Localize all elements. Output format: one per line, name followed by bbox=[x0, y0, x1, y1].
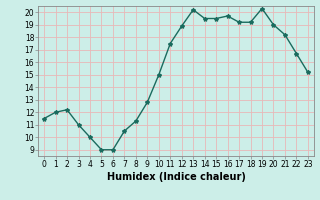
X-axis label: Humidex (Indice chaleur): Humidex (Indice chaleur) bbox=[107, 172, 245, 182]
